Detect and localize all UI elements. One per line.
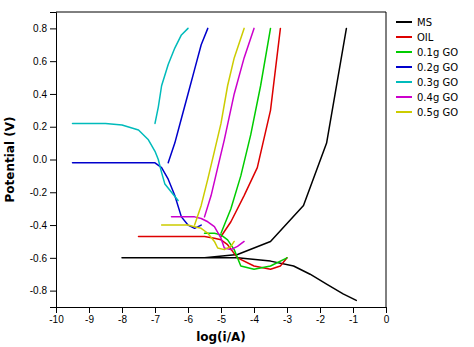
legend-label: 0.1g GO [417,47,458,58]
x-tick: -7 [151,307,160,325]
legend-item: 0.5g GO [396,107,458,118]
legend-item: 0.3g GO [396,77,458,88]
plot-frame-top [56,12,386,13]
chart-container: -10-9-8-7-6-5-4-3-2-10-0.8-0.6-0.4-0.20.… [0,0,474,347]
x-tick: -4 [250,307,259,325]
x-tick-mark [155,307,156,313]
series-line [162,28,245,249]
x-tick: -5 [217,307,226,325]
y-tick-mark [50,258,56,259]
y-tick-mark [50,291,56,292]
legend: MS OIL 0.1g GO 0.2g GO 0.3g GO 0.4g GO 0.5g GO [396,17,458,118]
y-tick-label: 0.2 [33,121,47,132]
legend-label: OIL [417,32,434,43]
legend-label: 0.2g GO [417,62,458,73]
y-tick-mark [50,28,56,29]
x-tick-label: -5 [217,314,226,325]
legend-swatch [396,81,412,83]
x-tick-mark [287,307,288,313]
x-tick: -1 [349,307,358,325]
x-tick-mark [386,307,387,313]
series-line [139,28,288,269]
x-axis-title: log(i/A) [196,330,246,344]
x-tick-label: -10 [49,314,64,325]
x-tick-label: -1 [349,314,358,325]
x-tick: -3 [283,307,292,325]
x-tick-label: -3 [283,314,292,325]
legend-item: 0.1g GO [396,47,458,58]
y-tick-mark [50,61,56,62]
y-tick-label: -0.6 [30,253,48,264]
x-tick-label: -6 [184,314,193,325]
chart-svg: -10-9-8-7-6-5-4-3-2-10-0.8-0.6-0.4-0.20.… [0,0,474,347]
y-tick: -0.2 [30,187,56,198]
x-tick-label: 0 [384,314,390,325]
y-axis-line [50,13,57,308]
x-axis-line [57,308,387,314]
y-tick-mark [50,160,56,161]
y-tick-mark [50,225,56,226]
legend-label: 0.4g GO [417,92,458,103]
legend-swatch [396,111,412,113]
y-tick-label: 0.6 [33,56,47,67]
y-tick: 0.6 [33,56,56,67]
x-tick-mark [221,307,222,313]
x-tick: -6 [184,307,193,325]
x-tick: -10 [49,307,64,325]
y-tick-mark [50,192,56,193]
legend-item: MS [396,17,432,28]
x-tick-mark [89,307,90,313]
legend-swatch [396,96,412,98]
x-tick: -9 [85,307,94,325]
y-tick: 0.0 [33,154,56,165]
x-tick-label: -8 [118,314,127,325]
x-tick-label: -9 [85,314,94,325]
x-tick-label: -4 [250,314,259,325]
legend-label: 0.5g GO [417,107,458,118]
legend-item: OIL [396,32,434,43]
x-axis: -10-9-8-7-6-5-4-3-2-10 [49,307,389,325]
legend-item: 0.2g GO [396,62,458,73]
plot-root: -10-9-8-7-6-5-4-3-2-10-0.8-0.6-0.4-0.20.… [30,12,390,325]
y-tick-mark [50,127,56,128]
x-tick-mark [188,307,189,313]
y-tick: -0.6 [30,253,56,264]
y-tick: -0.4 [30,220,56,231]
legend-swatch [396,51,412,53]
x-tick: -8 [118,307,127,325]
series-line [73,28,208,228]
y-tick-label: 0.0 [33,154,47,165]
x-tick: 0 [384,307,390,325]
legend-swatch [396,66,412,68]
legend-label: MS [417,17,432,28]
x-tick-label: -2 [316,314,325,325]
x-tick: -2 [316,307,325,325]
y-axis-title: Potential (V) [3,117,17,203]
y-tick-label: -0.4 [30,220,48,231]
y-tick: 0.4 [33,89,56,100]
y-tick: -0.8 [30,285,56,296]
x-tick-label: -7 [151,314,160,325]
x-tick-mark [122,307,123,313]
series-line [205,28,288,269]
y-tick-mark [50,94,56,95]
lines-layer [73,28,357,300]
series-line [172,28,255,249]
plot-frame-right [386,12,387,307]
x-tick-mark [353,307,354,313]
y-tick-label: 0.4 [33,89,47,100]
series-line [73,28,189,200]
legend-label: 0.3g GO [417,77,458,88]
y-tick-label: 0.8 [33,23,47,34]
y-tick: 0.2 [33,121,56,132]
x-tick-mark [254,307,255,313]
x-tick-mark [320,307,321,313]
y-tick: 0.8 [33,23,56,34]
y-tick-label: -0.8 [30,285,48,296]
legend-swatch [396,21,412,23]
y-axis: -0.8 -0.6 -0.4 -0.2 0.0 0.2 0.4 0.6 0.8 [30,13,57,308]
legend-swatch [396,36,412,38]
legend-item: 0.4g GO [396,92,458,103]
y-tick-label: -0.2 [30,187,48,198]
